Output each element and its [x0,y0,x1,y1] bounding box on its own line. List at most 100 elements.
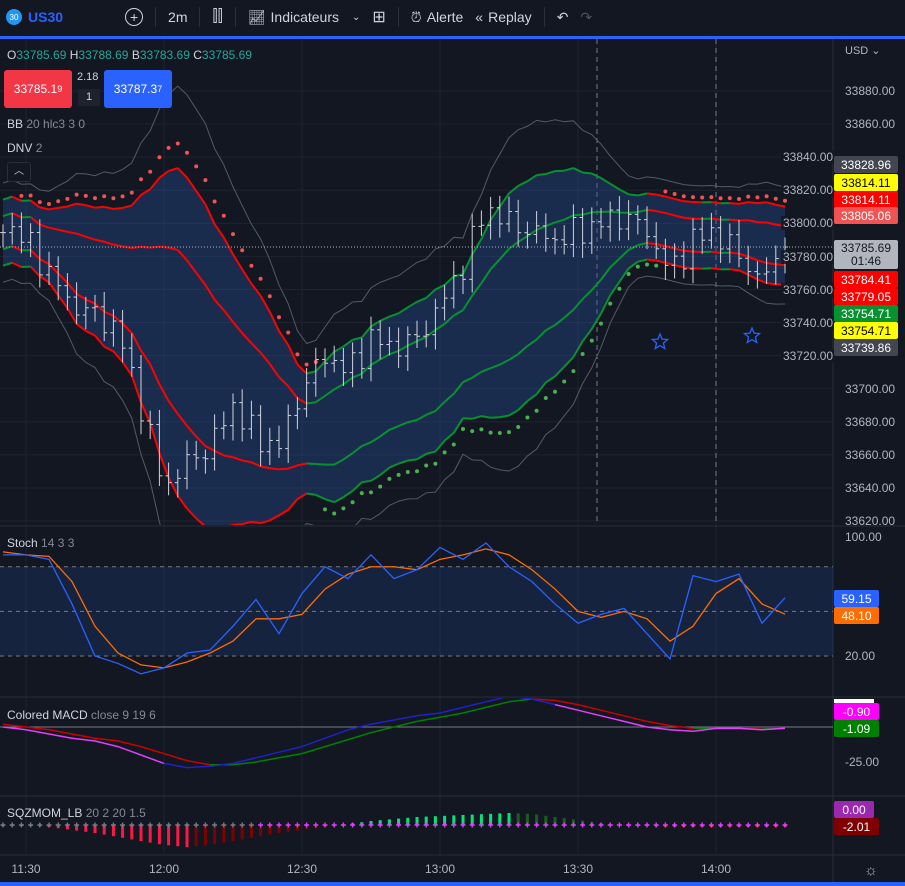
indicators-button[interactable]: 📈︎ Indicateurs ⌄ [242,9,367,26]
bb-band-segment [729,218,740,222]
bb-band-segment [11,195,22,202]
sqz-cross-marker [193,822,199,828]
macd-signal-segment [278,752,303,759]
price-axis-label: 33640.00 [845,481,896,496]
sqz-cross-marker [28,822,34,828]
sqz-histogram-bar [111,825,115,837]
bb-band-segment [259,352,271,365]
bb-band-segment [683,200,694,204]
sqz-cross-marker [92,822,98,828]
bb-band-segment [296,363,308,375]
dnv-params: 2 [35,141,43,155]
sqz-cross-marker [83,822,89,828]
currency-selector[interactable]: USD ⌄ [845,45,881,57]
price-axis-label: 33860.00 [845,117,896,132]
bb-band-segment [131,245,142,249]
chevron-down-icon[interactable]: ⌄ [352,11,361,23]
ohlc-bar [9,212,16,245]
bb-band-segment [333,458,344,466]
sqz-cross-marker [368,822,374,828]
bb-band-segment [112,314,124,325]
bb-band-segment [591,172,602,179]
sqz-cross-marker [414,822,420,828]
sqz-params: 20 2 20 1.5 [85,806,146,820]
chart-type-button[interactable]: ⫿⫿ [206,8,228,26]
sqz-histogram-bar [571,819,575,825]
sar-dot [718,196,723,201]
bb-band-segment [554,316,565,326]
sqz-histogram-bar [75,825,79,831]
bb-band-segment [315,463,326,466]
sqz-histogram-bar [84,825,88,832]
price-axis-label: 33820.00 [781,183,836,198]
sqz-cross-marker [423,822,429,828]
sqz-histogram-bar [167,825,171,846]
layout-button[interactable]: ⊞ [366,7,391,27]
macd-line-segment [48,733,73,739]
sqz-legend[interactable]: SQZMOM_LB 20 2 20 1.5 [7,806,146,820]
collapse-legend-button[interactable]: ︿ [7,162,31,182]
bb-band-segment [407,419,418,424]
bb-band-segment [296,397,308,405]
bb-legend[interactable]: BB 20 hlc3 3 0 [7,117,85,131]
ohlc-bar [469,213,476,293]
bb-band-segment [674,214,685,219]
sar-dot [148,169,153,174]
timeframe-button[interactable]: 2m [162,9,193,25]
macd-legend[interactable]: Colored MACD close 9 19 6 [7,708,156,722]
sar-dot [102,194,107,199]
price-badge: 33805.06 [834,207,898,224]
ohlc-bar [616,196,623,241]
ohlc-bar [322,348,328,378]
redo-button[interactable]: ↷ [574,9,598,26]
bb-band-segment [766,201,777,206]
top-toolbar: 30 US30 + 2m ⫿⫿ 📈︎ Indicateurs ⌄ ⊞ ⏰︎ Alert… [0,0,905,34]
macd-line-segment [255,751,280,759]
bb-band-segment [39,275,50,284]
ohlc-bar [266,427,273,465]
symbol-button[interactable]: US30 [22,9,69,25]
sar-dot [589,338,594,343]
sqz-cross-marker [248,822,254,828]
compare-button[interactable]: + [119,8,149,26]
settings-sun-icon[interactable]: ☼ [864,862,878,879]
sell-button[interactable]: 33785.1 9 [4,70,72,108]
quantity-field[interactable]: 1 [78,89,100,106]
stoch-axis-20: 20.00 [845,649,876,663]
ohlc-bar [763,257,770,284]
sqz-histogram-bar [121,825,125,838]
macd-signal-segment [25,726,50,731]
bb-band-segment [204,203,216,225]
stoch-k-badge: 59.15 [834,590,879,607]
sqz-histogram-bar [148,825,152,843]
bb-band-segment [434,284,446,291]
sqz-histogram-bar [479,814,483,825]
sqz-cross-marker [736,822,742,828]
ohlc-bar [331,345,338,373]
bb-band-segment [306,462,316,466]
replay-button[interactable]: «Replay [469,9,537,25]
sqz-histogram-bar [130,825,134,840]
buy-button[interactable]: 33787.3 7 [104,70,172,108]
bb-band-segment [306,401,316,405]
stoch-legend[interactable]: Stoch 14 3 3 [7,536,74,550]
dnv-legend[interactable]: DNV 2 [7,141,42,155]
spread-value: 2.18 [77,71,99,83]
sqz-histogram-bar [433,816,437,825]
ohlc-bar [460,265,466,294]
undo-button[interactable]: ↶ [551,9,575,26]
sqz-cross-marker [497,822,503,828]
bb-band-segment [637,208,648,214]
ohlc-bar [754,261,761,289]
chart-canvas[interactable] [0,39,905,882]
active-chart-indicator [0,36,905,39]
alert-button[interactable]: ⏰︎ Alerte [405,9,470,26]
bb-band-segment [58,205,68,209]
bb-band-segment [545,221,556,228]
bb-band-segment [389,462,399,469]
bb-band-segment [407,458,418,462]
bb-band-segment [508,241,519,250]
bb-band-segment [665,261,675,267]
bb-band-segment [711,250,721,254]
time-label: 11:30 [11,862,41,876]
